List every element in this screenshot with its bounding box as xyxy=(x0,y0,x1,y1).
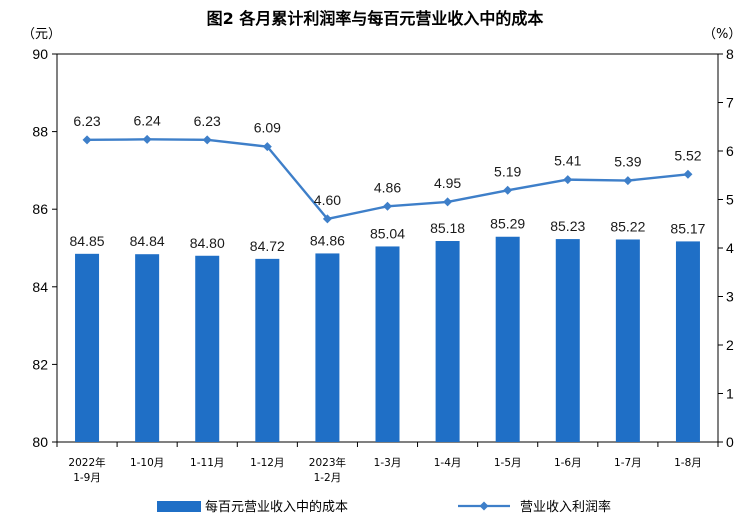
x-category-label: 1-12月 xyxy=(250,457,284,469)
line-point xyxy=(202,135,212,145)
x-category-label: 1-5月 xyxy=(494,457,522,469)
bar xyxy=(495,236,520,442)
legend: 每百元营业收入中的成本 营业收入利润率 xyxy=(157,499,611,515)
bar xyxy=(675,241,700,442)
bar-data-label: 85.17 xyxy=(670,220,705,236)
line-point xyxy=(443,197,453,207)
x-category-label: 1-7月 xyxy=(614,457,642,469)
bar xyxy=(195,255,220,442)
y-right-tick-label: 0 xyxy=(726,434,734,450)
y-right-tick-label: 2 xyxy=(726,337,734,353)
x-category-label: 2023年 xyxy=(309,456,346,469)
bar-data-label: 85.23 xyxy=(550,218,585,234)
line-data-label: 6.24 xyxy=(134,112,161,128)
bar-data-label: 84.80 xyxy=(190,235,225,251)
line-data-label: 4.86 xyxy=(374,179,401,195)
line-data-label: 6.09 xyxy=(254,120,281,136)
bar xyxy=(135,254,160,442)
line-point xyxy=(503,185,513,195)
line-data-label: 6.23 xyxy=(194,113,221,129)
x-category-label: 1-8月 xyxy=(674,457,702,469)
y-left-tick-label: 88 xyxy=(32,124,48,140)
line-point xyxy=(262,142,272,152)
bar-data-label: 84.72 xyxy=(250,238,285,254)
data-labels-layer: 84.85 84.84 84.80 84.72 84.86 85.04 85.18 85.29… xyxy=(70,112,706,254)
line-point xyxy=(322,214,332,224)
y-right-tick-label: 5 xyxy=(726,192,734,208)
line-layer xyxy=(82,134,693,224)
line-point xyxy=(82,135,92,145)
bar xyxy=(375,246,400,442)
line-point xyxy=(623,176,633,186)
bars-layer xyxy=(75,236,700,442)
x-category-label: 2022年 xyxy=(68,456,105,469)
bar-data-label: 85.22 xyxy=(610,218,645,234)
y-right-tick-label: 1 xyxy=(726,386,734,402)
line-data-label: 5.52 xyxy=(674,147,701,163)
y-right-tick-label: 3 xyxy=(726,289,734,305)
y-left-tick-label: 84 xyxy=(32,279,48,295)
chart-title: 图2 各月累计利润率与每百元营业收入中的成本 xyxy=(207,9,544,28)
bar-data-label: 85.29 xyxy=(490,216,525,232)
line-data-label: 5.19 xyxy=(494,163,521,179)
right-axis-unit: （%） xyxy=(703,27,741,42)
y-right-tick-label: 8 xyxy=(726,46,734,62)
line-data-label: 6.23 xyxy=(73,113,100,129)
y-left-tick-label: 90 xyxy=(32,46,48,62)
x-category-label: 1-11月 xyxy=(190,457,224,469)
y-right-tick-label: 6 xyxy=(726,143,734,159)
bar-data-label: 85.18 xyxy=(430,220,465,236)
x-category-label: 1-3月 xyxy=(374,457,402,469)
bar-data-label: 85.04 xyxy=(370,225,405,241)
line-point xyxy=(683,169,693,179)
bar xyxy=(435,241,460,442)
line-data-label: 5.39 xyxy=(614,154,641,170)
line-point xyxy=(383,201,392,211)
legend-line-marker xyxy=(479,501,489,511)
x-category-label: 1-2月 xyxy=(314,472,342,484)
bar-data-label: 84.86 xyxy=(310,232,345,248)
bar xyxy=(615,239,640,442)
bar xyxy=(555,239,580,442)
y-right-tick-label: 4 xyxy=(726,240,734,256)
line-data-label: 4.95 xyxy=(434,175,461,191)
bar xyxy=(75,253,100,442)
x-category-label: 1-6月 xyxy=(554,457,582,469)
bar xyxy=(255,258,280,442)
line-point xyxy=(563,175,573,185)
bar xyxy=(315,253,340,442)
line-data-label: 4.60 xyxy=(314,192,341,208)
y-right-tick-label: 7 xyxy=(726,95,734,111)
left-axis-unit: （元） xyxy=(22,27,61,42)
y-left-tick-label: 82 xyxy=(32,356,48,372)
legend-bar-label: 每百元营业收入中的成本 xyxy=(205,499,348,515)
legend-bar-swatch xyxy=(157,501,201,512)
line-data-label: 5.41 xyxy=(554,153,581,169)
ticks-layer: 80 82 84 86 88 90 0 1 2 3 4 5 6 7 8 xyxy=(32,46,734,450)
line-point xyxy=(142,134,152,144)
bar-data-label: 84.84 xyxy=(130,233,165,249)
bar-data-label: 84.85 xyxy=(70,233,105,249)
legend-line-label: 营业收入利润率 xyxy=(520,499,611,515)
y-left-tick-label: 86 xyxy=(32,201,48,217)
y-left-tick-label: 80 xyxy=(32,434,48,450)
x-category-label: 1-9月 xyxy=(73,472,101,484)
category-labels-layer: 2022年 1-9月 1-10月 1-11月 1-12月 2023年 1-2月 1-3月 1-4… xyxy=(68,456,701,484)
x-category-label: 1-10月 xyxy=(130,457,164,469)
x-category-label: 1-4月 xyxy=(434,457,462,469)
